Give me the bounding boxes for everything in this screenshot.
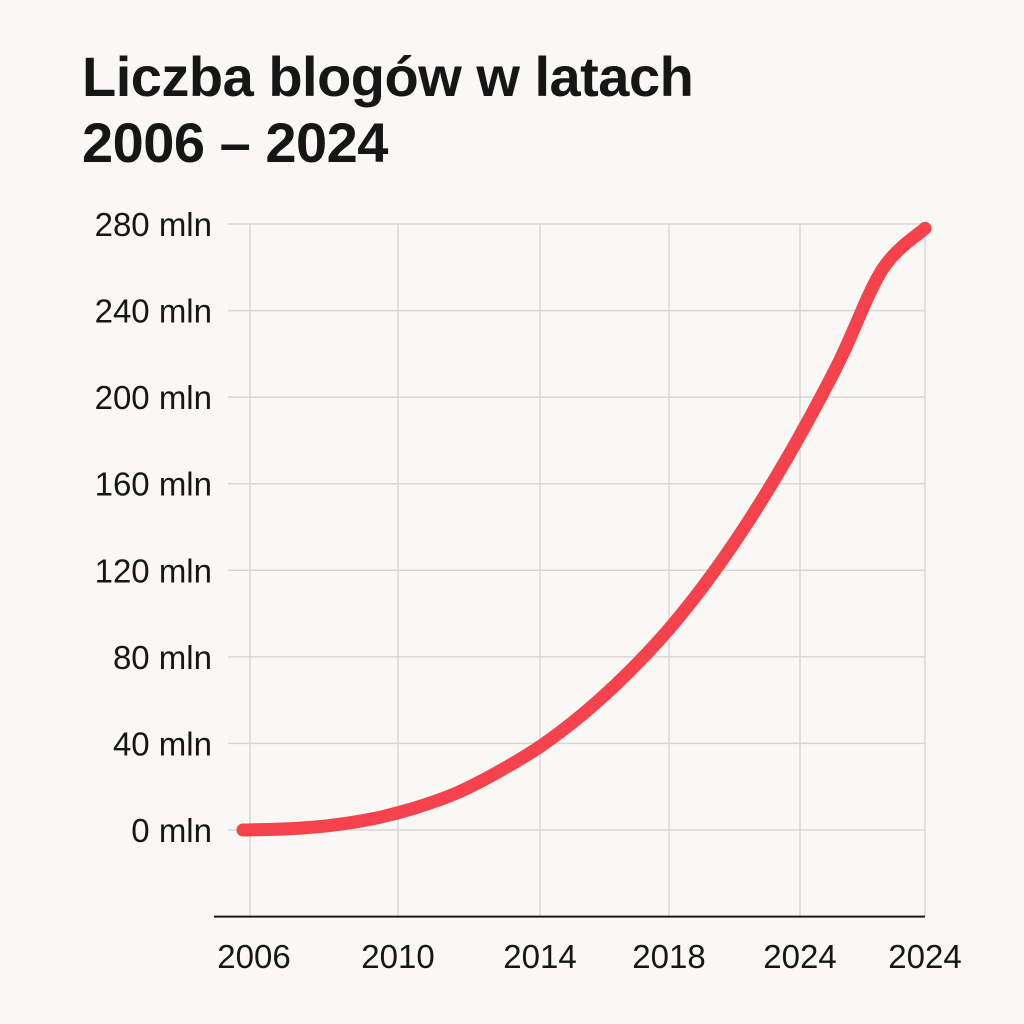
chart-title-line-1: Liczba blogów w latach <box>82 45 694 108</box>
grid <box>228 223 926 917</box>
y-tick-label: 0 mln <box>131 812 212 849</box>
chart-title: Liczba blogów w latach 2006 – 2024 <box>82 44 982 176</box>
y-axis-tick-labels: 0 mln 40 mln 80 mln 120 mln 160 mln 200 mln 24… <box>95 206 212 849</box>
y-tick-label: 120 mln <box>95 552 212 589</box>
y-tick-label: 40 mln <box>113 725 212 762</box>
x-tick-label: 2024 <box>763 938 836 975</box>
x-tick-label: 2006 <box>217 938 290 975</box>
series <box>236 221 932 837</box>
y-tick-label: 240 mln <box>95 293 212 330</box>
y-tick-label: 200 mln <box>95 379 212 416</box>
x-tick-label: 2014 <box>503 938 576 975</box>
x-axis-tick-labels: 2006 2010 2014 2018 2024 2024 <box>217 938 961 975</box>
y-tick-label: 160 mln <box>95 466 212 503</box>
series-line <box>236 221 932 837</box>
x-tick-label: 2024 <box>888 938 961 975</box>
x-tick-label: 2010 <box>361 938 434 975</box>
y-tick-label: 280 mln <box>95 206 212 243</box>
chart-title-line-2: 2006 – 2024 <box>82 111 388 174</box>
y-tick-label: 80 mln <box>113 639 212 676</box>
x-tick-label: 2018 <box>632 938 705 975</box>
